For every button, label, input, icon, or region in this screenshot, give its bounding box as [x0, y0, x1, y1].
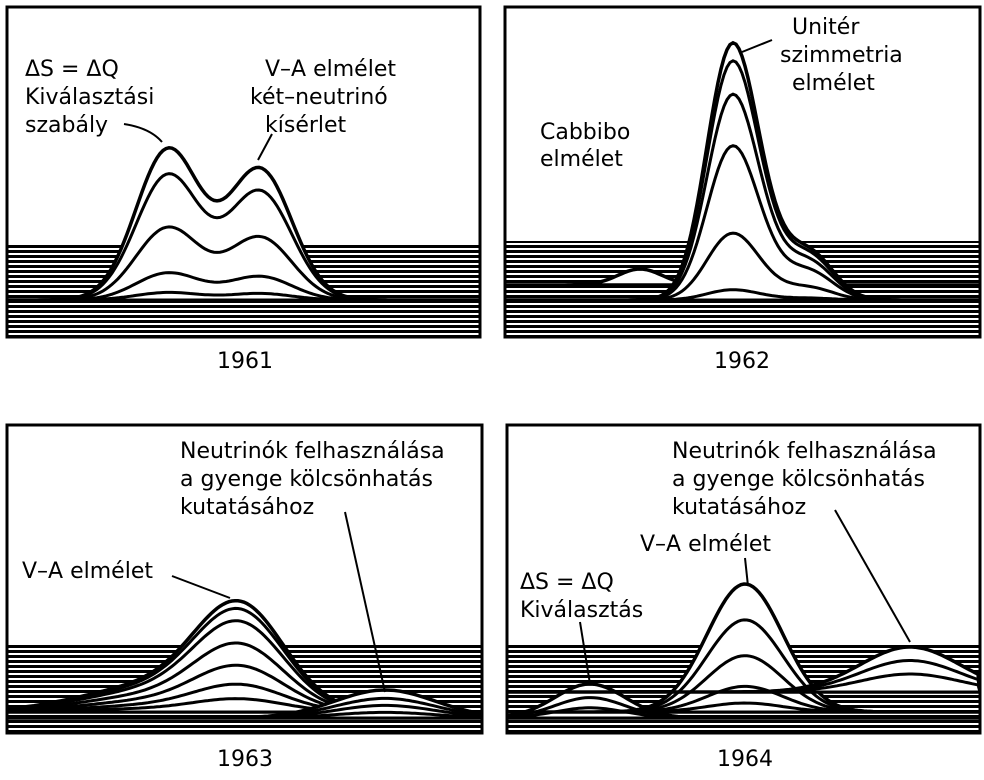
label: V–A elmélet	[265, 57, 396, 82]
label: ΔS = ΔQ	[25, 57, 119, 82]
panel-1963	[7, 601, 482, 733]
label: két–neutrinó	[250, 85, 388, 110]
label: ΔS = ΔQ	[520, 570, 614, 595]
page: {"panels": [ {"year": "1961", "labels": …	[0, 0, 984, 780]
label: Neutrinók felhasználása	[180, 439, 445, 464]
leader	[745, 558, 748, 586]
label: V–A elmélet	[640, 532, 771, 557]
year-caption: 1964	[717, 747, 773, 772]
panel-1961	[7, 148, 480, 337]
label: kutatásához	[180, 495, 314, 520]
label: Neutrinók felhasználása	[672, 439, 937, 464]
year-caption: 1962	[714, 349, 770, 374]
label: Cabbibo	[540, 120, 630, 145]
leader	[835, 510, 910, 642]
label: Kiválasztási	[25, 85, 154, 110]
leader	[172, 576, 230, 598]
year-caption: 1961	[217, 349, 273, 374]
label: Kiválasztás	[520, 598, 643, 623]
label: Unitér	[792, 15, 860, 40]
leader	[124, 124, 162, 142]
leader	[742, 40, 772, 52]
label: elmélet	[792, 71, 875, 96]
label: elmélet	[540, 147, 623, 172]
label: a gyenge kölcsönhatás	[672, 467, 925, 492]
label: szabály	[25, 113, 108, 138]
label: V–A elmélet	[22, 559, 153, 584]
label: szimmetria	[780, 43, 903, 68]
label: kísérlet	[265, 113, 347, 138]
panel-1962	[505, 43, 980, 337]
label: kutatásához	[672, 495, 806, 520]
year-caption: 1963	[217, 747, 273, 772]
figure: ΔS = ΔQ Kiválasztási szabály V–A elmélet…	[0, 0, 984, 776]
label: a gyenge kölcsönhatás	[180, 467, 433, 492]
